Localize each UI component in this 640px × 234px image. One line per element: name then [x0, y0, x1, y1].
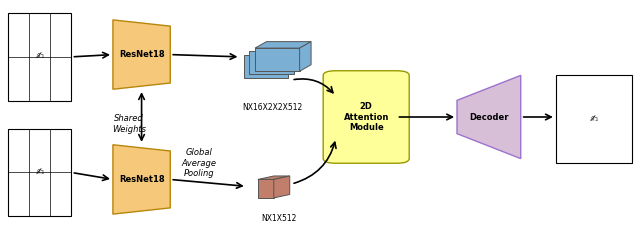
Text: ResNet18: ResNet18 [119, 175, 164, 184]
FancyBboxPatch shape [8, 128, 72, 216]
Text: Decoder: Decoder [469, 113, 509, 121]
FancyBboxPatch shape [323, 71, 409, 163]
Text: Global
Average
Pooling: Global Average Pooling [181, 148, 216, 178]
Text: Shared
Weights: Shared Weights [112, 114, 146, 134]
Text: NX16X2X2X512: NX16X2X2X512 [242, 103, 302, 112]
Polygon shape [300, 42, 311, 71]
Polygon shape [249, 51, 294, 74]
Polygon shape [255, 48, 300, 71]
Text: ✍: ✍ [590, 114, 598, 124]
FancyBboxPatch shape [8, 13, 72, 101]
Text: ✍: ✍ [36, 168, 44, 178]
Polygon shape [274, 176, 290, 198]
Text: ✍: ✍ [36, 52, 44, 62]
Polygon shape [255, 42, 311, 48]
Text: 2D
Attention
Module: 2D Attention Module [344, 102, 389, 132]
FancyBboxPatch shape [556, 75, 632, 163]
Polygon shape [258, 176, 290, 179]
Polygon shape [113, 145, 170, 214]
Polygon shape [258, 179, 274, 198]
Text: NX1X512: NX1X512 [261, 214, 296, 223]
Polygon shape [457, 75, 521, 159]
Polygon shape [244, 55, 288, 78]
Polygon shape [113, 20, 170, 89]
Text: ResNet18: ResNet18 [119, 50, 164, 59]
